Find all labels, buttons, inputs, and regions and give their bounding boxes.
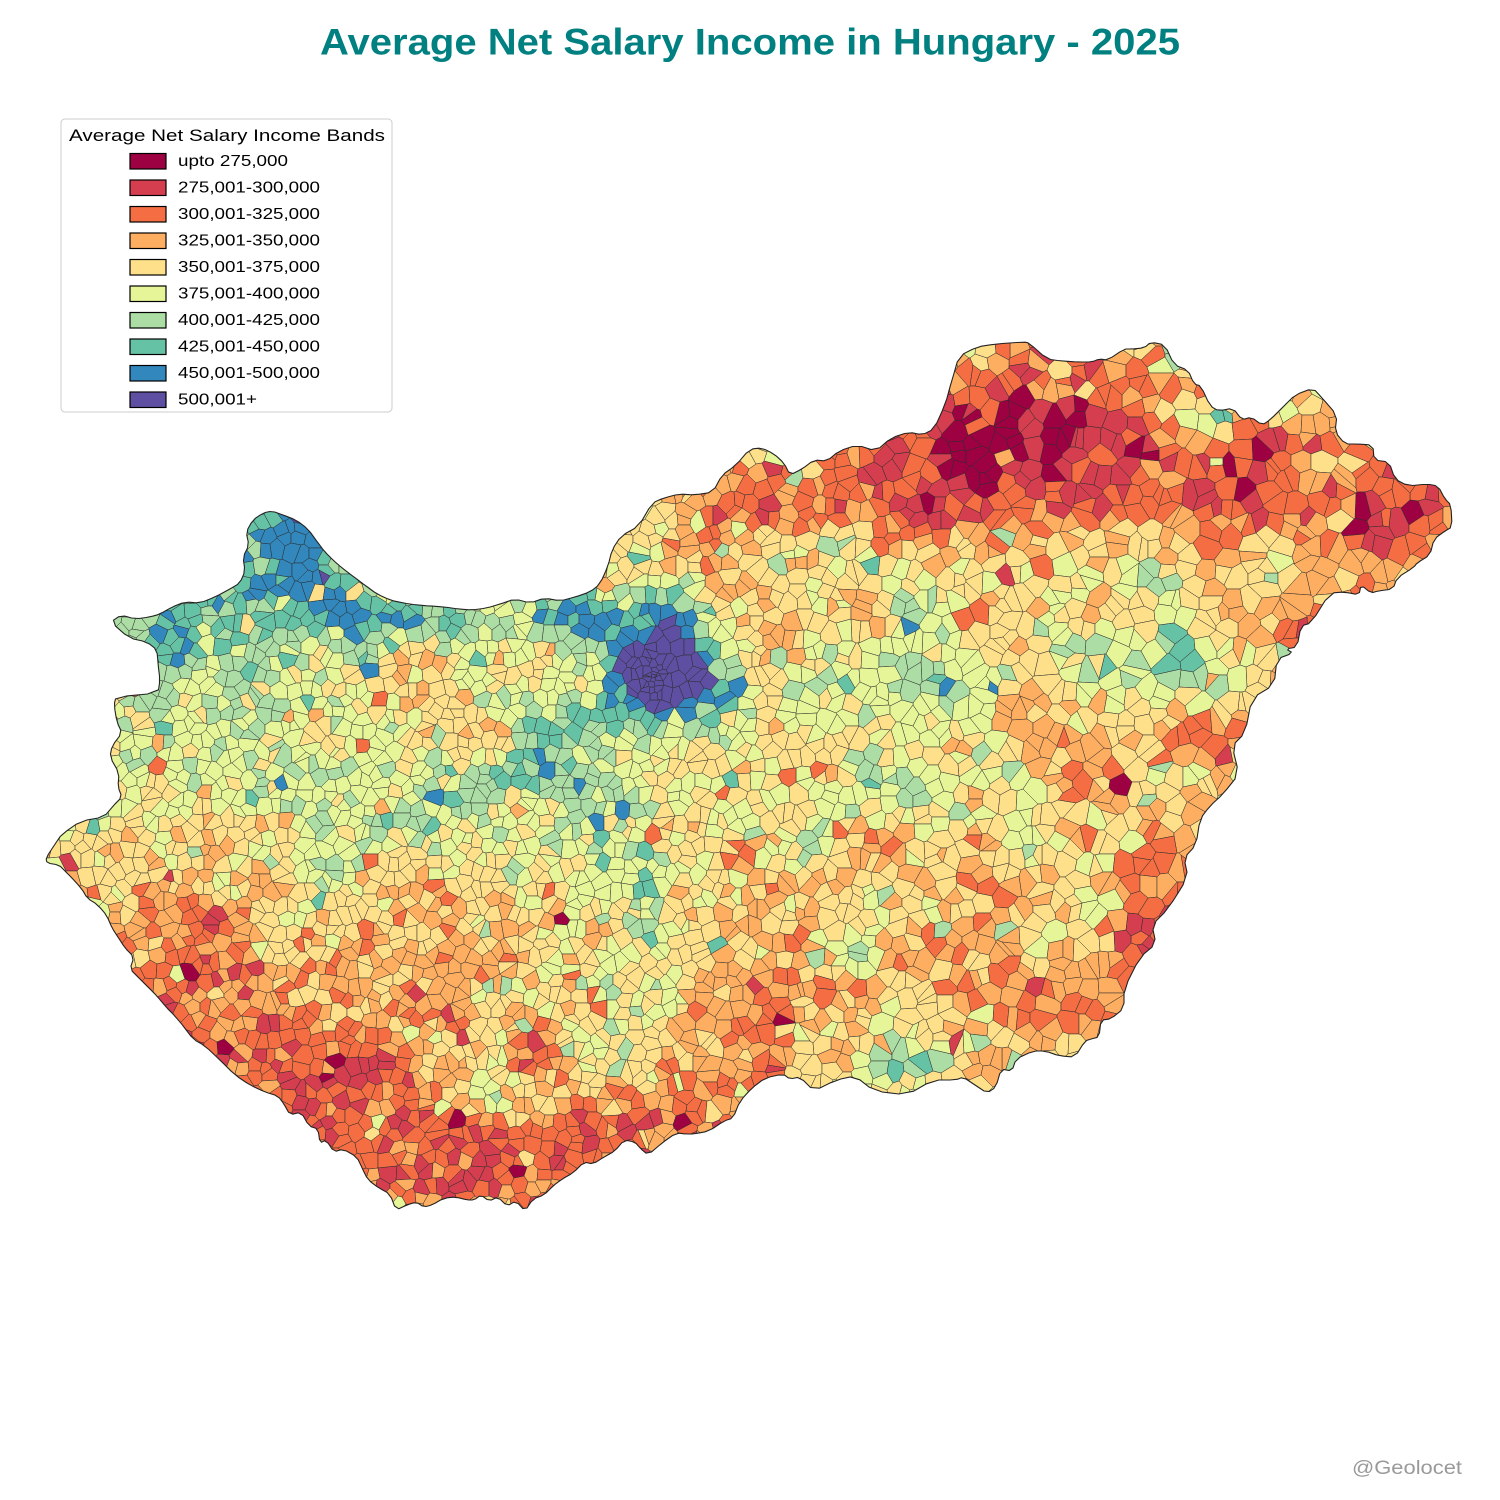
svg-text:400,001-425,000: 400,001-425,000 bbox=[178, 312, 320, 329]
svg-text:275,001-300,000: 275,001-300,000 bbox=[178, 180, 320, 197]
svg-text:325,001-350,000: 325,001-350,000 bbox=[178, 233, 320, 250]
svg-text:@Geolocet: @Geolocet bbox=[1352, 1457, 1463, 1479]
svg-text:500,001+: 500,001+ bbox=[178, 392, 257, 409]
svg-text:450,001-500,000: 450,001-500,000 bbox=[178, 365, 320, 382]
svg-text:Average Net Salary Income Band: Average Net Salary Income Bands bbox=[69, 126, 385, 145]
svg-text:300,001-325,000: 300,001-325,000 bbox=[178, 206, 320, 223]
svg-text:425,001-450,000: 425,001-450,000 bbox=[178, 339, 320, 356]
svg-text:Average Net Salary Income in H: Average Net Salary Income in Hungary - 2… bbox=[320, 22, 1180, 63]
svg-text:350,001-375,000: 350,001-375,000 bbox=[178, 259, 320, 276]
svg-text:upto 275,000: upto 275,000 bbox=[178, 153, 288, 170]
svg-text:375,001-400,000: 375,001-400,000 bbox=[178, 286, 320, 303]
